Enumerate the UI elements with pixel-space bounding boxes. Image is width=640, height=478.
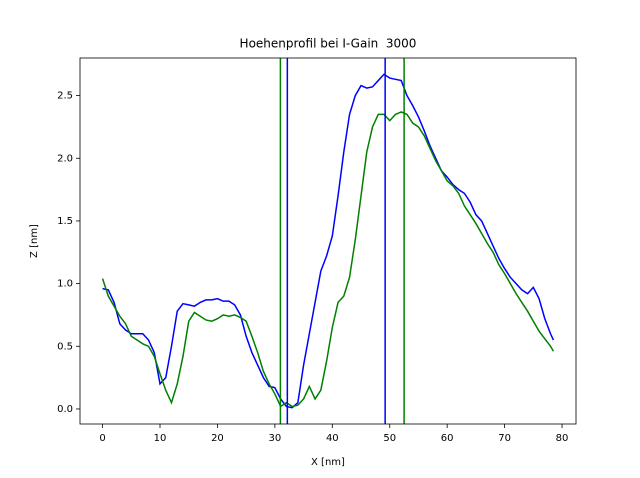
- x-tick-label: 10: [154, 433, 167, 444]
- y-axis-label: Z [nm]: [29, 224, 40, 258]
- y-tick-label: 2.5: [57, 91, 73, 102]
- x-tick-label: 80: [556, 433, 569, 444]
- data-line: [101, 111, 555, 408]
- x-tick-label: 0: [99, 433, 105, 444]
- x-tick-label: 20: [211, 433, 224, 444]
- x-tick-label: 60: [441, 433, 454, 444]
- x-tick-label: 50: [383, 433, 396, 444]
- y-tick-label: 0.5: [57, 341, 73, 352]
- x-tick-label: 40: [326, 433, 339, 444]
- y-tick-label: 0.0: [57, 404, 73, 415]
- plot-frame: [79, 57, 577, 425]
- y-tick-label: 1.0: [57, 279, 73, 290]
- x-tick-label: 30: [269, 433, 282, 444]
- y-tick-label: 2.0: [57, 153, 73, 164]
- chart-title: Hoehenprofil bei I-Gain 3000: [240, 37, 417, 51]
- data-line: [102, 73, 555, 409]
- x-axis-label: X [nm]: [311, 457, 345, 468]
- y-tick-label: 1.5: [57, 216, 73, 227]
- x-tick-label: 70: [498, 433, 511, 444]
